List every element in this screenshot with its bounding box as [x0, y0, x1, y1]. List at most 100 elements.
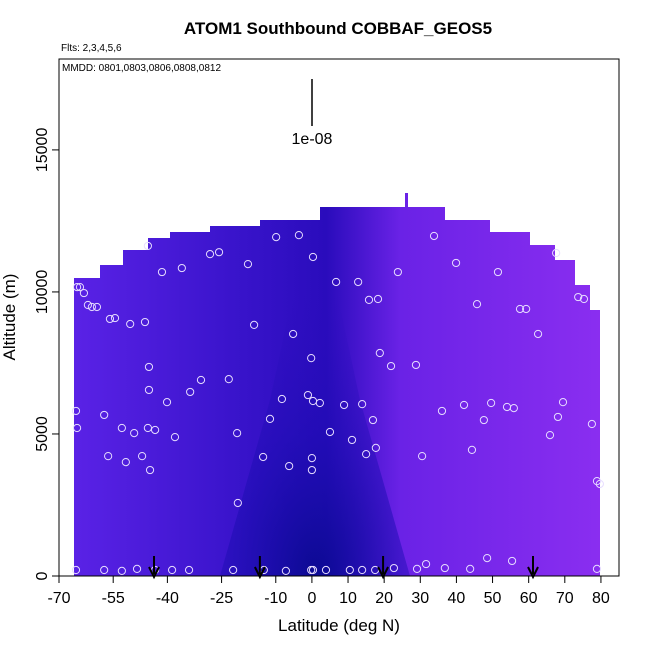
- point: [315, 398, 324, 408]
- point: [354, 277, 363, 287]
- point: [459, 400, 469, 410]
- point: [303, 390, 313, 400]
- point: [186, 387, 195, 397]
- x-tick-label: 20: [375, 590, 393, 607]
- y-tick-label: 0: [34, 571, 51, 580]
- x-axis-label: Latitude (deg N): [278, 616, 400, 635]
- point: [157, 267, 167, 277]
- point: [72, 423, 82, 433]
- point: [130, 429, 139, 438]
- point: [509, 404, 518, 413]
- point: [386, 361, 396, 371]
- point: [421, 559, 431, 569]
- x-tick-label: -25: [210, 590, 233, 607]
- point: [515, 304, 525, 314]
- point: [321, 565, 331, 575]
- point: [595, 479, 604, 489]
- point: [144, 362, 154, 372]
- y-tick-label: 5000: [34, 416, 51, 452]
- x-tick-label: 80: [592, 590, 610, 607]
- point: [364, 295, 374, 304]
- point: [412, 564, 422, 573]
- x-tick-label: 40: [448, 590, 466, 607]
- flights-note: Flts: 2,3,4,5,6: [61, 43, 122, 54]
- plot-frame: [58, 58, 620, 577]
- y-axis-label: Altitude (m): [0, 274, 19, 361]
- point: [272, 233, 281, 242]
- x-tick-label: -55: [102, 590, 125, 607]
- point: [440, 563, 449, 573]
- point: [479, 415, 488, 425]
- point: [132, 564, 142, 573]
- point: [522, 304, 531, 314]
- point: [368, 415, 378, 425]
- point: [214, 248, 224, 257]
- flight-arrow: [253, 556, 266, 580]
- point: [358, 565, 367, 575]
- point: [375, 348, 384, 358]
- x-tick-label: 10: [339, 590, 357, 607]
- scale-label: 1e-08: [292, 131, 333, 148]
- point: [417, 452, 427, 461]
- point: [451, 258, 461, 268]
- flight-arrow: [148, 556, 160, 580]
- point: [145, 465, 155, 475]
- point: [466, 564, 475, 573]
- point: [429, 231, 439, 241]
- point: [358, 400, 367, 409]
- point: [92, 302, 102, 312]
- point: [308, 565, 318, 575]
- point: [533, 329, 543, 339]
- x-tick-label: 60: [520, 590, 538, 607]
- y-tick-label: 15000: [34, 128, 51, 173]
- point: [361, 450, 371, 459]
- point: [105, 314, 115, 324]
- point: [277, 394, 287, 404]
- point: [294, 231, 303, 240]
- point: [144, 385, 154, 395]
- point: [249, 320, 259, 329]
- flight-arrow: [377, 556, 389, 580]
- point: [79, 288, 89, 298]
- point: [483, 554, 492, 563]
- point: [371, 443, 380, 452]
- point: [72, 283, 82, 292]
- point: [170, 432, 180, 442]
- point: [83, 300, 93, 310]
- point: [285, 461, 294, 471]
- point: [143, 423, 152, 433]
- point: [224, 375, 233, 384]
- point: [373, 294, 383, 304]
- x-tick-label: 70: [556, 590, 574, 607]
- point: [332, 277, 341, 287]
- point: [307, 465, 317, 475]
- point: [411, 360, 421, 370]
- y-tick-label: 10000: [34, 270, 51, 315]
- point: [71, 406, 81, 416]
- point: [389, 563, 399, 573]
- x-tick-label: 0: [307, 590, 316, 607]
- dates-note: MMDD: 0801,0803,0806,0808,0812: [62, 63, 221, 74]
- point: [265, 414, 275, 424]
- x-tick-label: -40: [156, 590, 179, 607]
- chart-title: ATOM1 Southbound COBBAF_GEOS5: [184, 19, 492, 38]
- point: [579, 294, 589, 304]
- point: [205, 250, 215, 259]
- point: [345, 565, 354, 575]
- point: [233, 429, 242, 438]
- point: [140, 317, 150, 327]
- point: [100, 565, 109, 575]
- point: [552, 248, 561, 258]
- point: [393, 267, 402, 277]
- point: [243, 259, 253, 269]
- point: [307, 454, 317, 463]
- point: [289, 329, 298, 339]
- x-tick-label: 30: [411, 590, 429, 607]
- point: [143, 241, 152, 251]
- point: [437, 406, 447, 416]
- point: [592, 564, 602, 573]
- point: [162, 398, 172, 407]
- point: [75, 283, 85, 292]
- point: [117, 566, 126, 575]
